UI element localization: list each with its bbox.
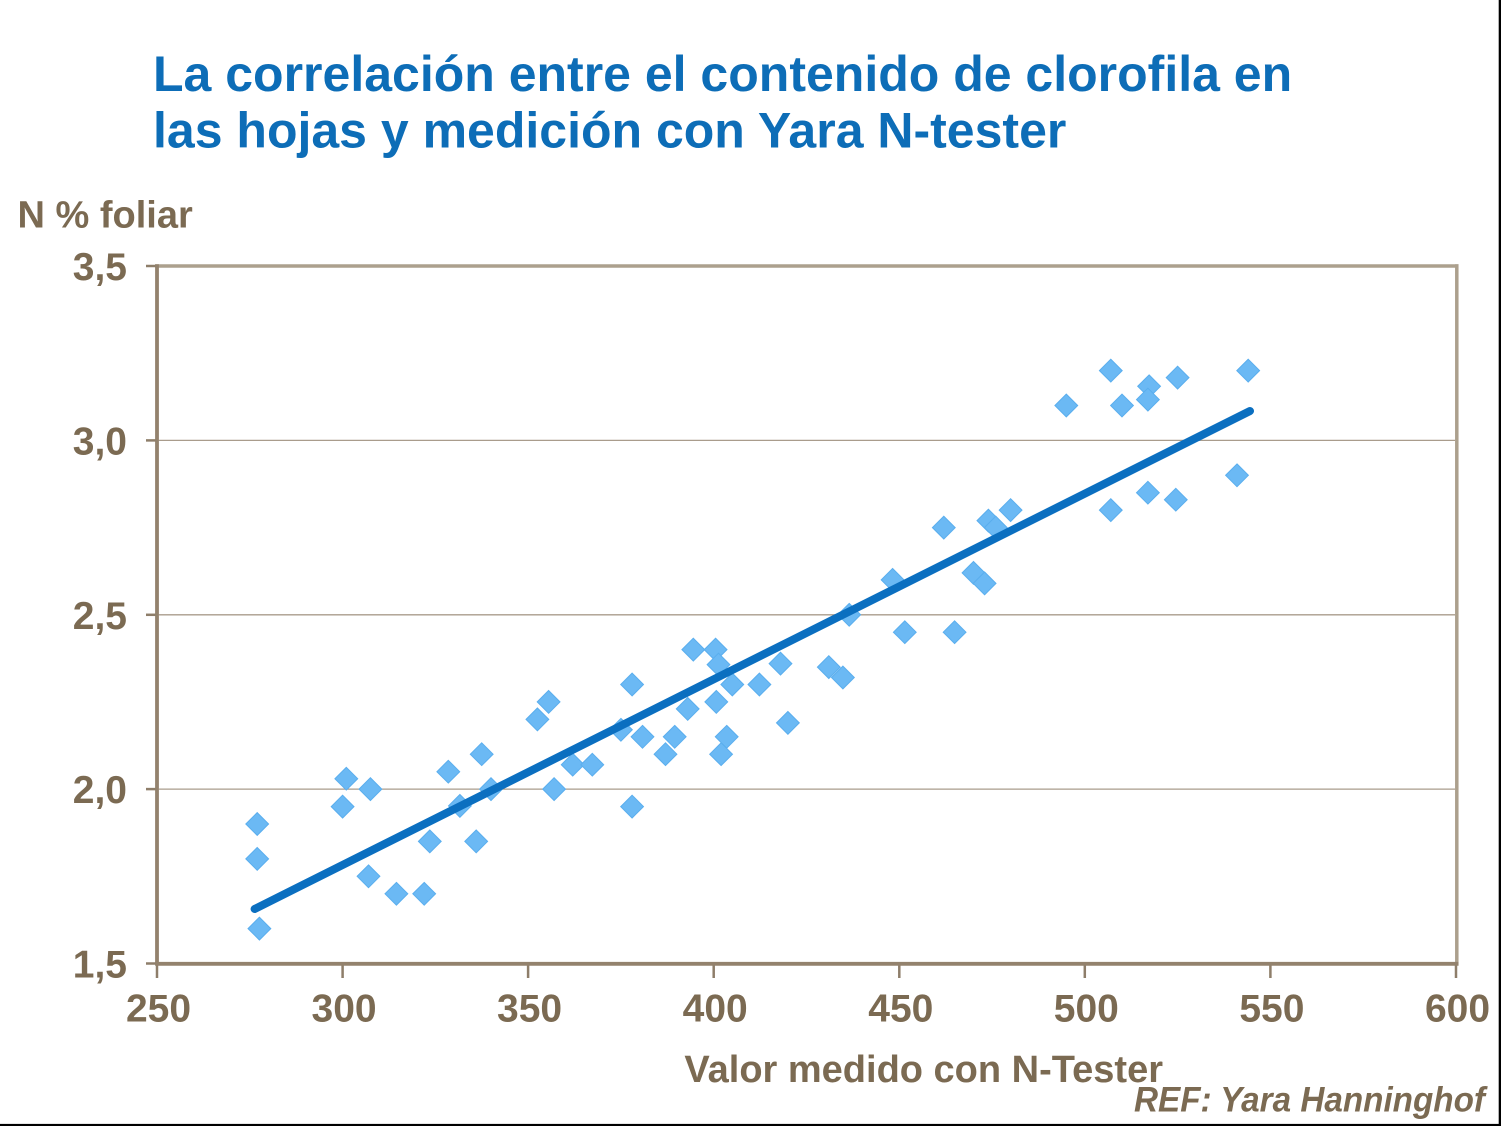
svg-text:2,5: 2,5 <box>73 595 127 638</box>
svg-text:La correlación entre el conten: La correlación entre el contenido de clo… <box>153 46 1292 102</box>
svg-text:250: 250 <box>126 987 191 1030</box>
svg-text:300: 300 <box>312 987 377 1030</box>
svg-text:las hojas y medición con Yara: las hojas y medición con Yara N-tester <box>153 103 1066 159</box>
svg-text:350: 350 <box>497 987 562 1030</box>
svg-text:600: 600 <box>1425 987 1490 1030</box>
svg-text:550: 550 <box>1239 987 1304 1030</box>
svg-text:500: 500 <box>1054 987 1119 1030</box>
svg-text:REF: Yara Hanninghof: REF: Yara Hanninghof <box>1134 1080 1488 1119</box>
svg-text:Valor medido con N-Tester: Valor medido con N-Tester <box>684 1049 1163 1091</box>
svg-text:3,0: 3,0 <box>73 420 127 463</box>
svg-text:2,0: 2,0 <box>73 769 127 812</box>
svg-text:1,5: 1,5 <box>73 944 127 987</box>
svg-text:400: 400 <box>683 987 748 1030</box>
svg-text:N % foliar: N % foliar <box>18 195 193 237</box>
svg-text:450: 450 <box>868 987 933 1030</box>
svg-text:3,5: 3,5 <box>73 246 127 289</box>
